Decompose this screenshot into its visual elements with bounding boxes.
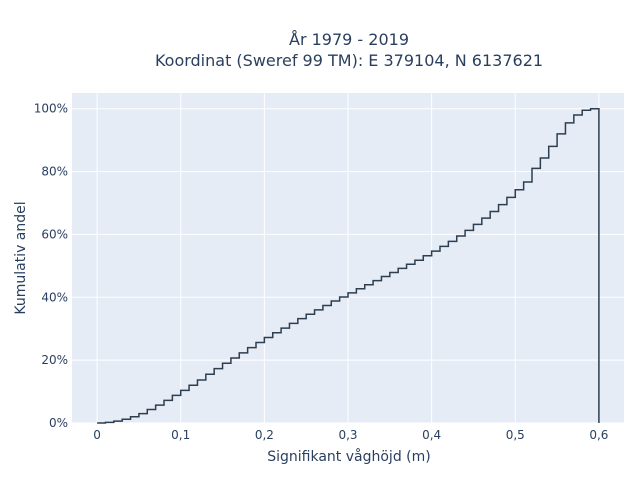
x-tick-label: 0,5 <box>506 428 525 442</box>
y-tick-label: 20% <box>41 353 68 367</box>
y-axis-title: Kumulativ andel <box>13 201 29 314</box>
y-tick-label: 80% <box>41 165 68 179</box>
chart-title-line2: Koordinat (Sweref 99 TM): E 379104, N 61… <box>155 51 543 70</box>
x-tick-label: 0 <box>93 428 101 442</box>
x-tick-label: 0,1 <box>171 428 190 442</box>
chart-title-line1: År 1979 - 2019 <box>289 30 409 49</box>
y-tick-label: 100% <box>34 102 68 116</box>
y-tick-label: 40% <box>41 290 68 304</box>
x-tick-label: 0,2 <box>255 428 274 442</box>
x-tick-label: 0,3 <box>338 428 357 442</box>
x-axis-title: Signifikant våghöjd (m) <box>267 448 430 465</box>
y-tick-label: 60% <box>41 227 68 241</box>
tick-labels: 0 0,1 0,2 0,3 0,4 0,5 0,6 0% 20% 40% 60% 80% 100% <box>34 102 609 442</box>
x-tick-label: 0,6 <box>589 428 608 442</box>
series-line-ecdf <box>97 107 600 424</box>
x-tick-label: 0,4 <box>422 428 441 442</box>
y-tick-label: 0% <box>49 416 68 430</box>
